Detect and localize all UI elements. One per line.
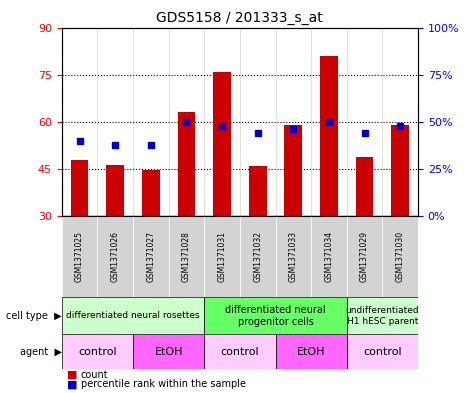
Bar [169, 216, 204, 297]
Bar [347, 216, 382, 297]
Bar [62, 297, 204, 334]
Bar [97, 216, 133, 297]
Bar [320, 56, 338, 216]
Text: GSM1371029: GSM1371029 [360, 231, 369, 282]
Text: ■: ■ [66, 370, 77, 380]
Bar [311, 216, 347, 297]
Bar [178, 112, 195, 216]
Bar [204, 334, 276, 369]
Text: GSM1371031: GSM1371031 [218, 231, 227, 282]
Bar [213, 72, 231, 216]
Text: GSM1371033: GSM1371033 [289, 231, 298, 282]
Text: GSM1371026: GSM1371026 [111, 231, 120, 282]
Text: EtOH: EtOH [297, 347, 325, 357]
Text: control: control [220, 347, 259, 357]
Bar [62, 216, 97, 297]
Text: GSM1371034: GSM1371034 [324, 231, 333, 282]
Bar [133, 216, 169, 297]
Bar [276, 334, 347, 369]
Text: GSM1371032: GSM1371032 [253, 231, 262, 282]
Bar [356, 156, 373, 216]
Bar [62, 334, 133, 369]
Bar [276, 216, 311, 297]
Text: differentiated neural
progenitor cells: differentiated neural progenitor cells [225, 305, 326, 327]
Bar [204, 297, 347, 334]
Bar [71, 160, 88, 216]
Bar [391, 125, 409, 216]
Text: count: count [81, 370, 108, 380]
Bar [285, 125, 302, 216]
Bar [382, 216, 418, 297]
Text: ■: ■ [66, 380, 77, 389]
Text: control: control [363, 347, 402, 357]
Text: cell type  ▶: cell type ▶ [6, 311, 62, 321]
Text: differentiated neural rosettes: differentiated neural rosettes [66, 311, 200, 320]
Text: EtOH: EtOH [154, 347, 183, 357]
Bar [133, 334, 204, 369]
Bar [204, 216, 240, 297]
Text: control: control [78, 347, 117, 357]
Text: GSM1371027: GSM1371027 [146, 231, 155, 282]
Text: percentile rank within the sample: percentile rank within the sample [81, 380, 246, 389]
Text: undifferentiated
H1 hESC parent: undifferentiated H1 hESC parent [346, 306, 419, 325]
Text: GSM1371028: GSM1371028 [182, 231, 191, 282]
Bar [106, 165, 124, 216]
Bar [347, 334, 418, 369]
Text: GSM1371030: GSM1371030 [396, 231, 405, 282]
Text: agent  ▶: agent ▶ [20, 347, 62, 357]
Bar [142, 170, 160, 216]
Title: GDS5158 / 201333_s_at: GDS5158 / 201333_s_at [156, 11, 323, 25]
Text: GSM1371025: GSM1371025 [75, 231, 84, 282]
Bar [240, 216, 276, 297]
Bar [347, 297, 418, 334]
Bar [249, 166, 266, 216]
